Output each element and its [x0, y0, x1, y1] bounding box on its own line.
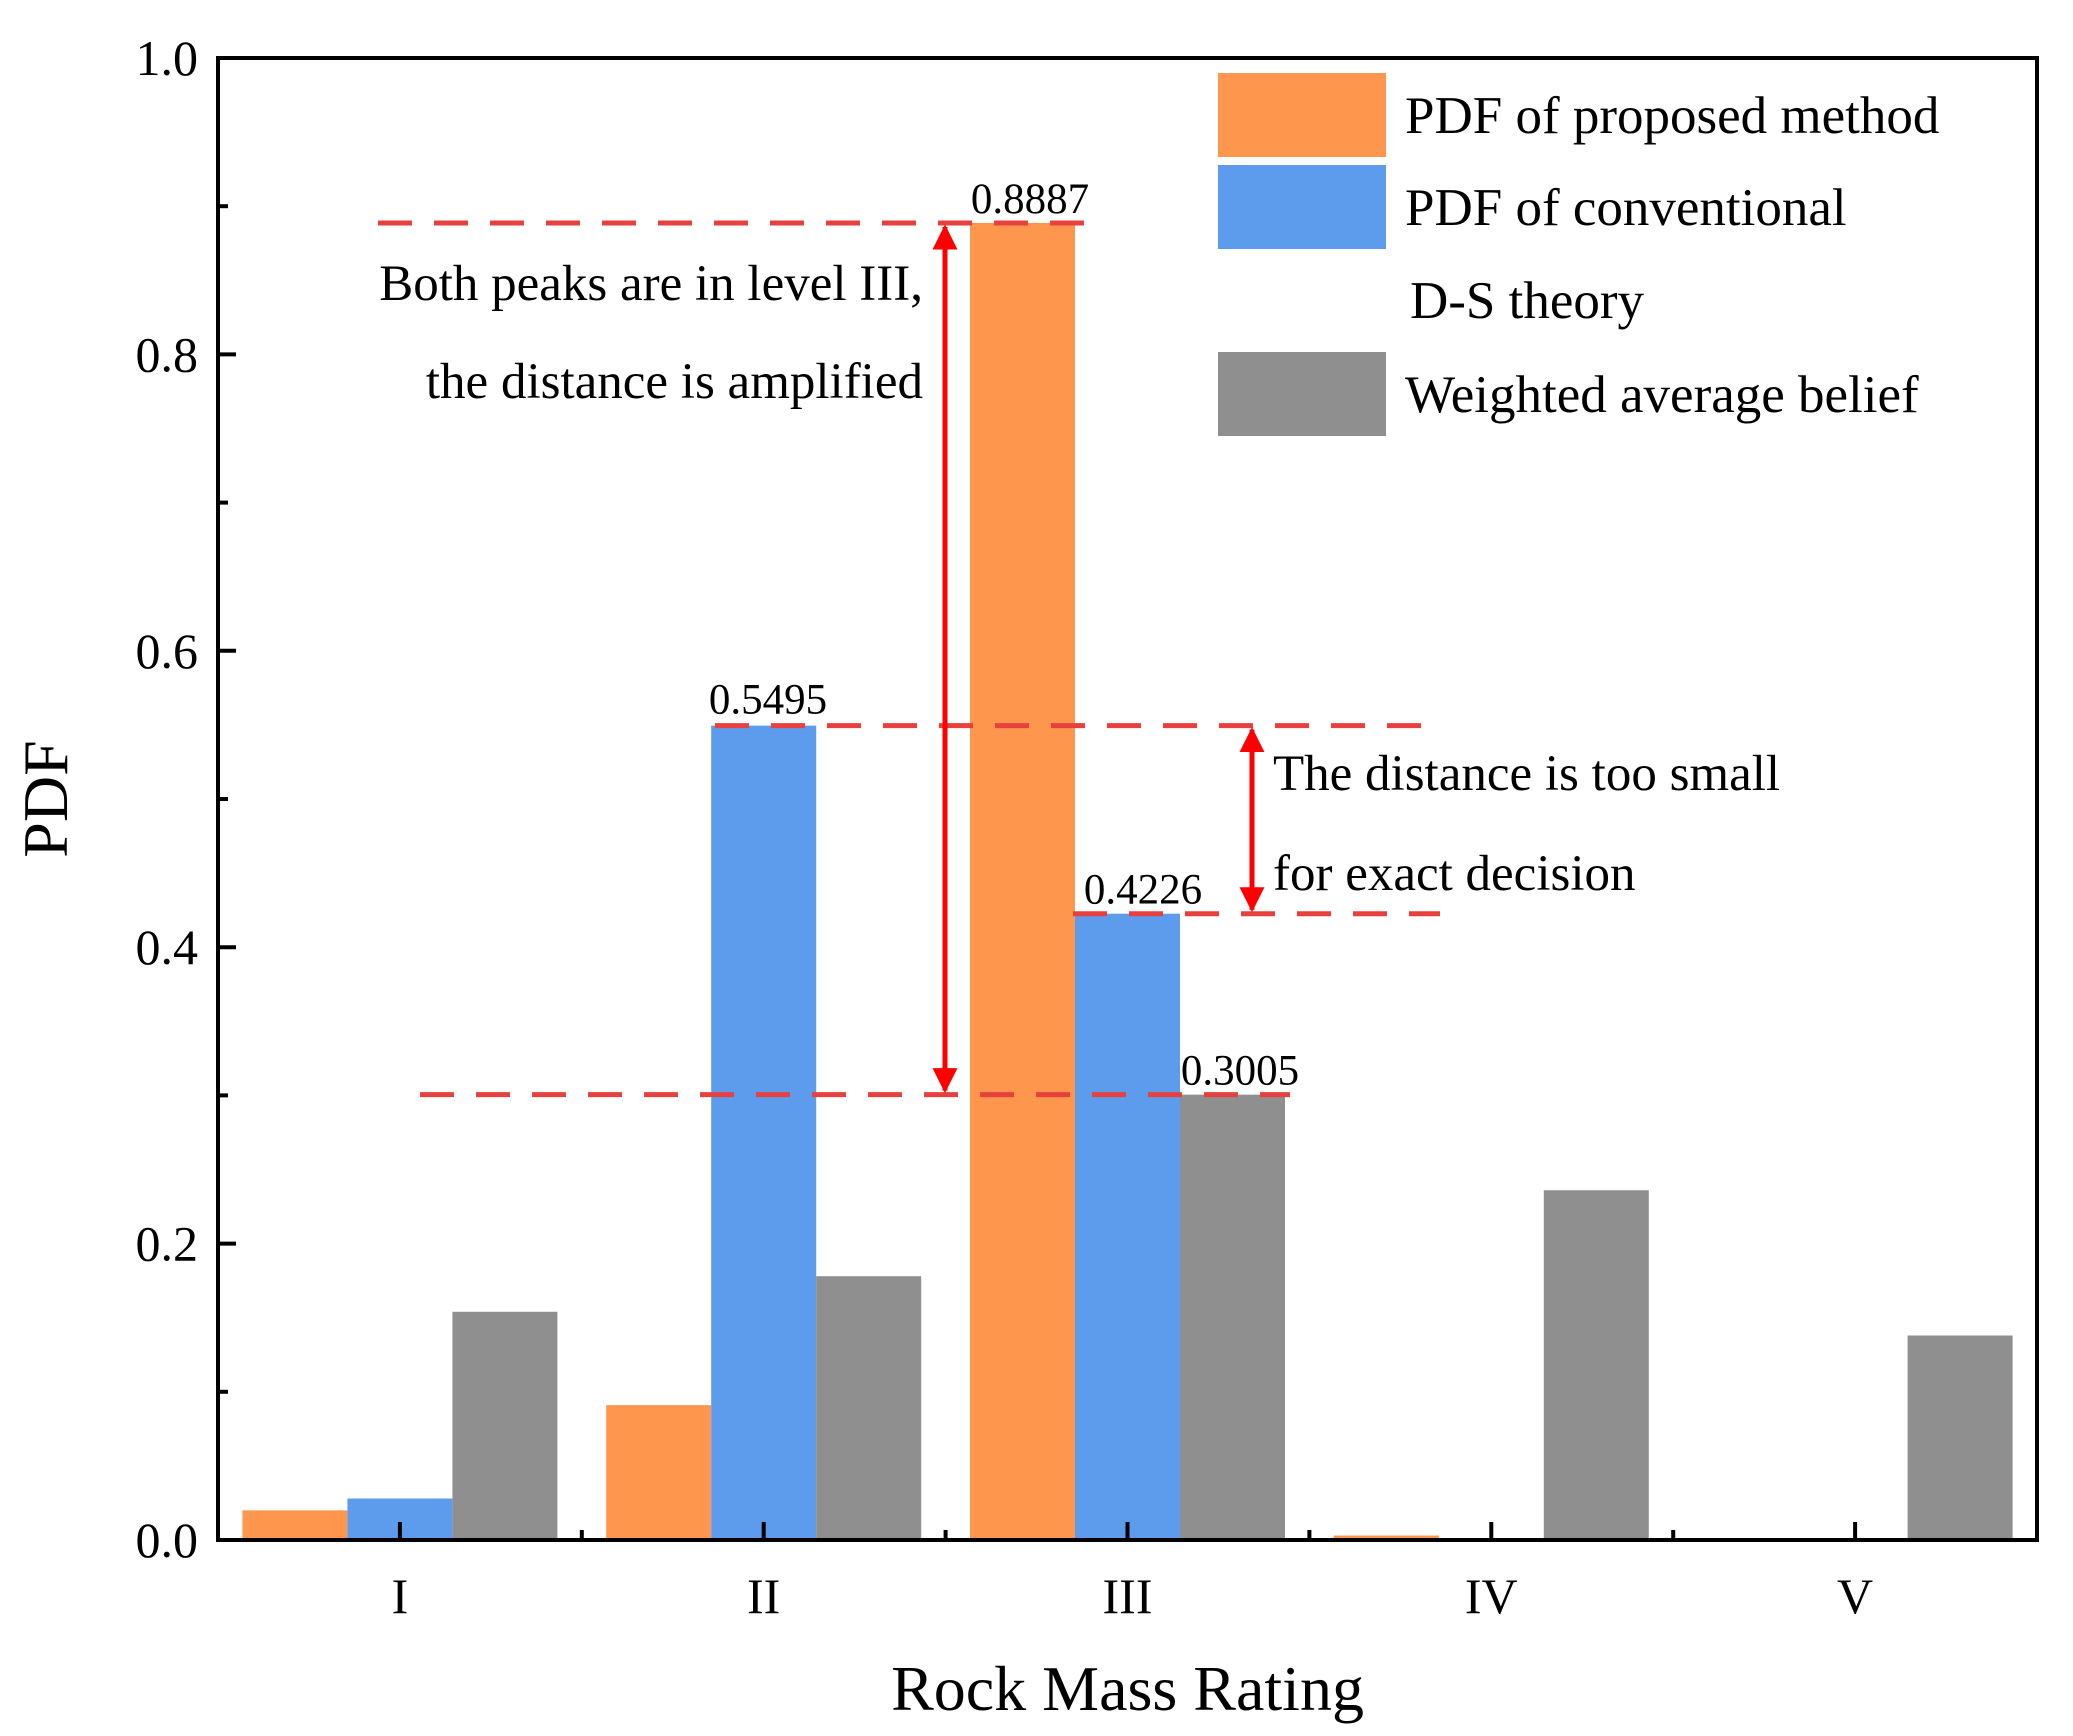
y-tick-label: 0.6	[136, 623, 199, 679]
bars-layer	[242, 222, 2013, 1541]
legend-label-2: PDF of conventional	[1405, 179, 1847, 237]
x-tick-label: IV	[1465, 1568, 1518, 1624]
legend: PDF of proposed method PDF of conventiona…	[1218, 73, 1939, 436]
y-tick-label: 0.2	[136, 1216, 199, 1272]
legend-label-1: PDF of proposed method	[1405, 87, 1939, 145]
legend-swatch-2	[1218, 165, 1386, 249]
bar-series1-I	[242, 1510, 348, 1540]
bar-series3-V	[1907, 1335, 2013, 1540]
bar-series1-II	[606, 1405, 712, 1540]
axes-layer: 0.00.20.40.60.81.0I II III IV V	[136, 30, 2039, 1624]
x-tick-label: V	[1837, 1568, 1873, 1624]
bar-series1-IV	[1333, 1535, 1439, 1540]
value-label-0.5495: 0.5495	[709, 677, 827, 724]
x-tick-label: I	[392, 1568, 409, 1624]
value-labels-layer: 0.8887 0.5495 0.4226 0.3005	[709, 176, 1299, 1095]
legend-label-3: Weighted average belief	[1405, 366, 1919, 424]
y-tick-label: 0.0	[136, 1512, 199, 1568]
y-axis-title: PDF	[10, 740, 81, 857]
reference-lines-layer	[378, 220, 1440, 1098]
y-tick-label: 0.8	[136, 326, 199, 382]
annotation-1-line-2: the distance is amplified	[426, 354, 923, 410]
annotation-1-line-1: Both peaks are in level III,	[379, 256, 923, 312]
y-tick-label: 1.0	[136, 30, 199, 86]
bar-series3-I	[452, 1311, 558, 1540]
x-axis-title: Rock Mass Rating	[891, 1653, 1364, 1724]
annotation-2-line-2: for exact decision	[1273, 846, 1636, 902]
bar-series3-IV	[1543, 1190, 1649, 1540]
value-label-0.4226: 0.4226	[1084, 867, 1202, 914]
y-tick-label: 0.4	[136, 919, 199, 975]
bar-series3-II	[816, 1276, 922, 1540]
bar-series1-III	[970, 222, 1075, 1541]
legend-label-2-line-2: D-S theory	[1410, 272, 1645, 330]
bar-series2-III	[1075, 913, 1180, 1540]
x-tick-label: III	[1103, 1568, 1153, 1624]
legend-swatch-3	[1218, 352, 1386, 436]
annotation-2-line-1: The distance is too small	[1273, 746, 1780, 802]
bar-series2-II	[711, 725, 817, 1540]
value-label-0.3005: 0.3005	[1181, 1048, 1299, 1095]
bar-series3-III	[1180, 1094, 1285, 1540]
annotations-layer: Both peaks are in level III, the distance…	[379, 224, 1780, 1094]
legend-swatch-1	[1218, 73, 1386, 157]
value-label-0.8887: 0.8887	[971, 176, 1089, 223]
x-tick-label: II	[747, 1568, 780, 1624]
